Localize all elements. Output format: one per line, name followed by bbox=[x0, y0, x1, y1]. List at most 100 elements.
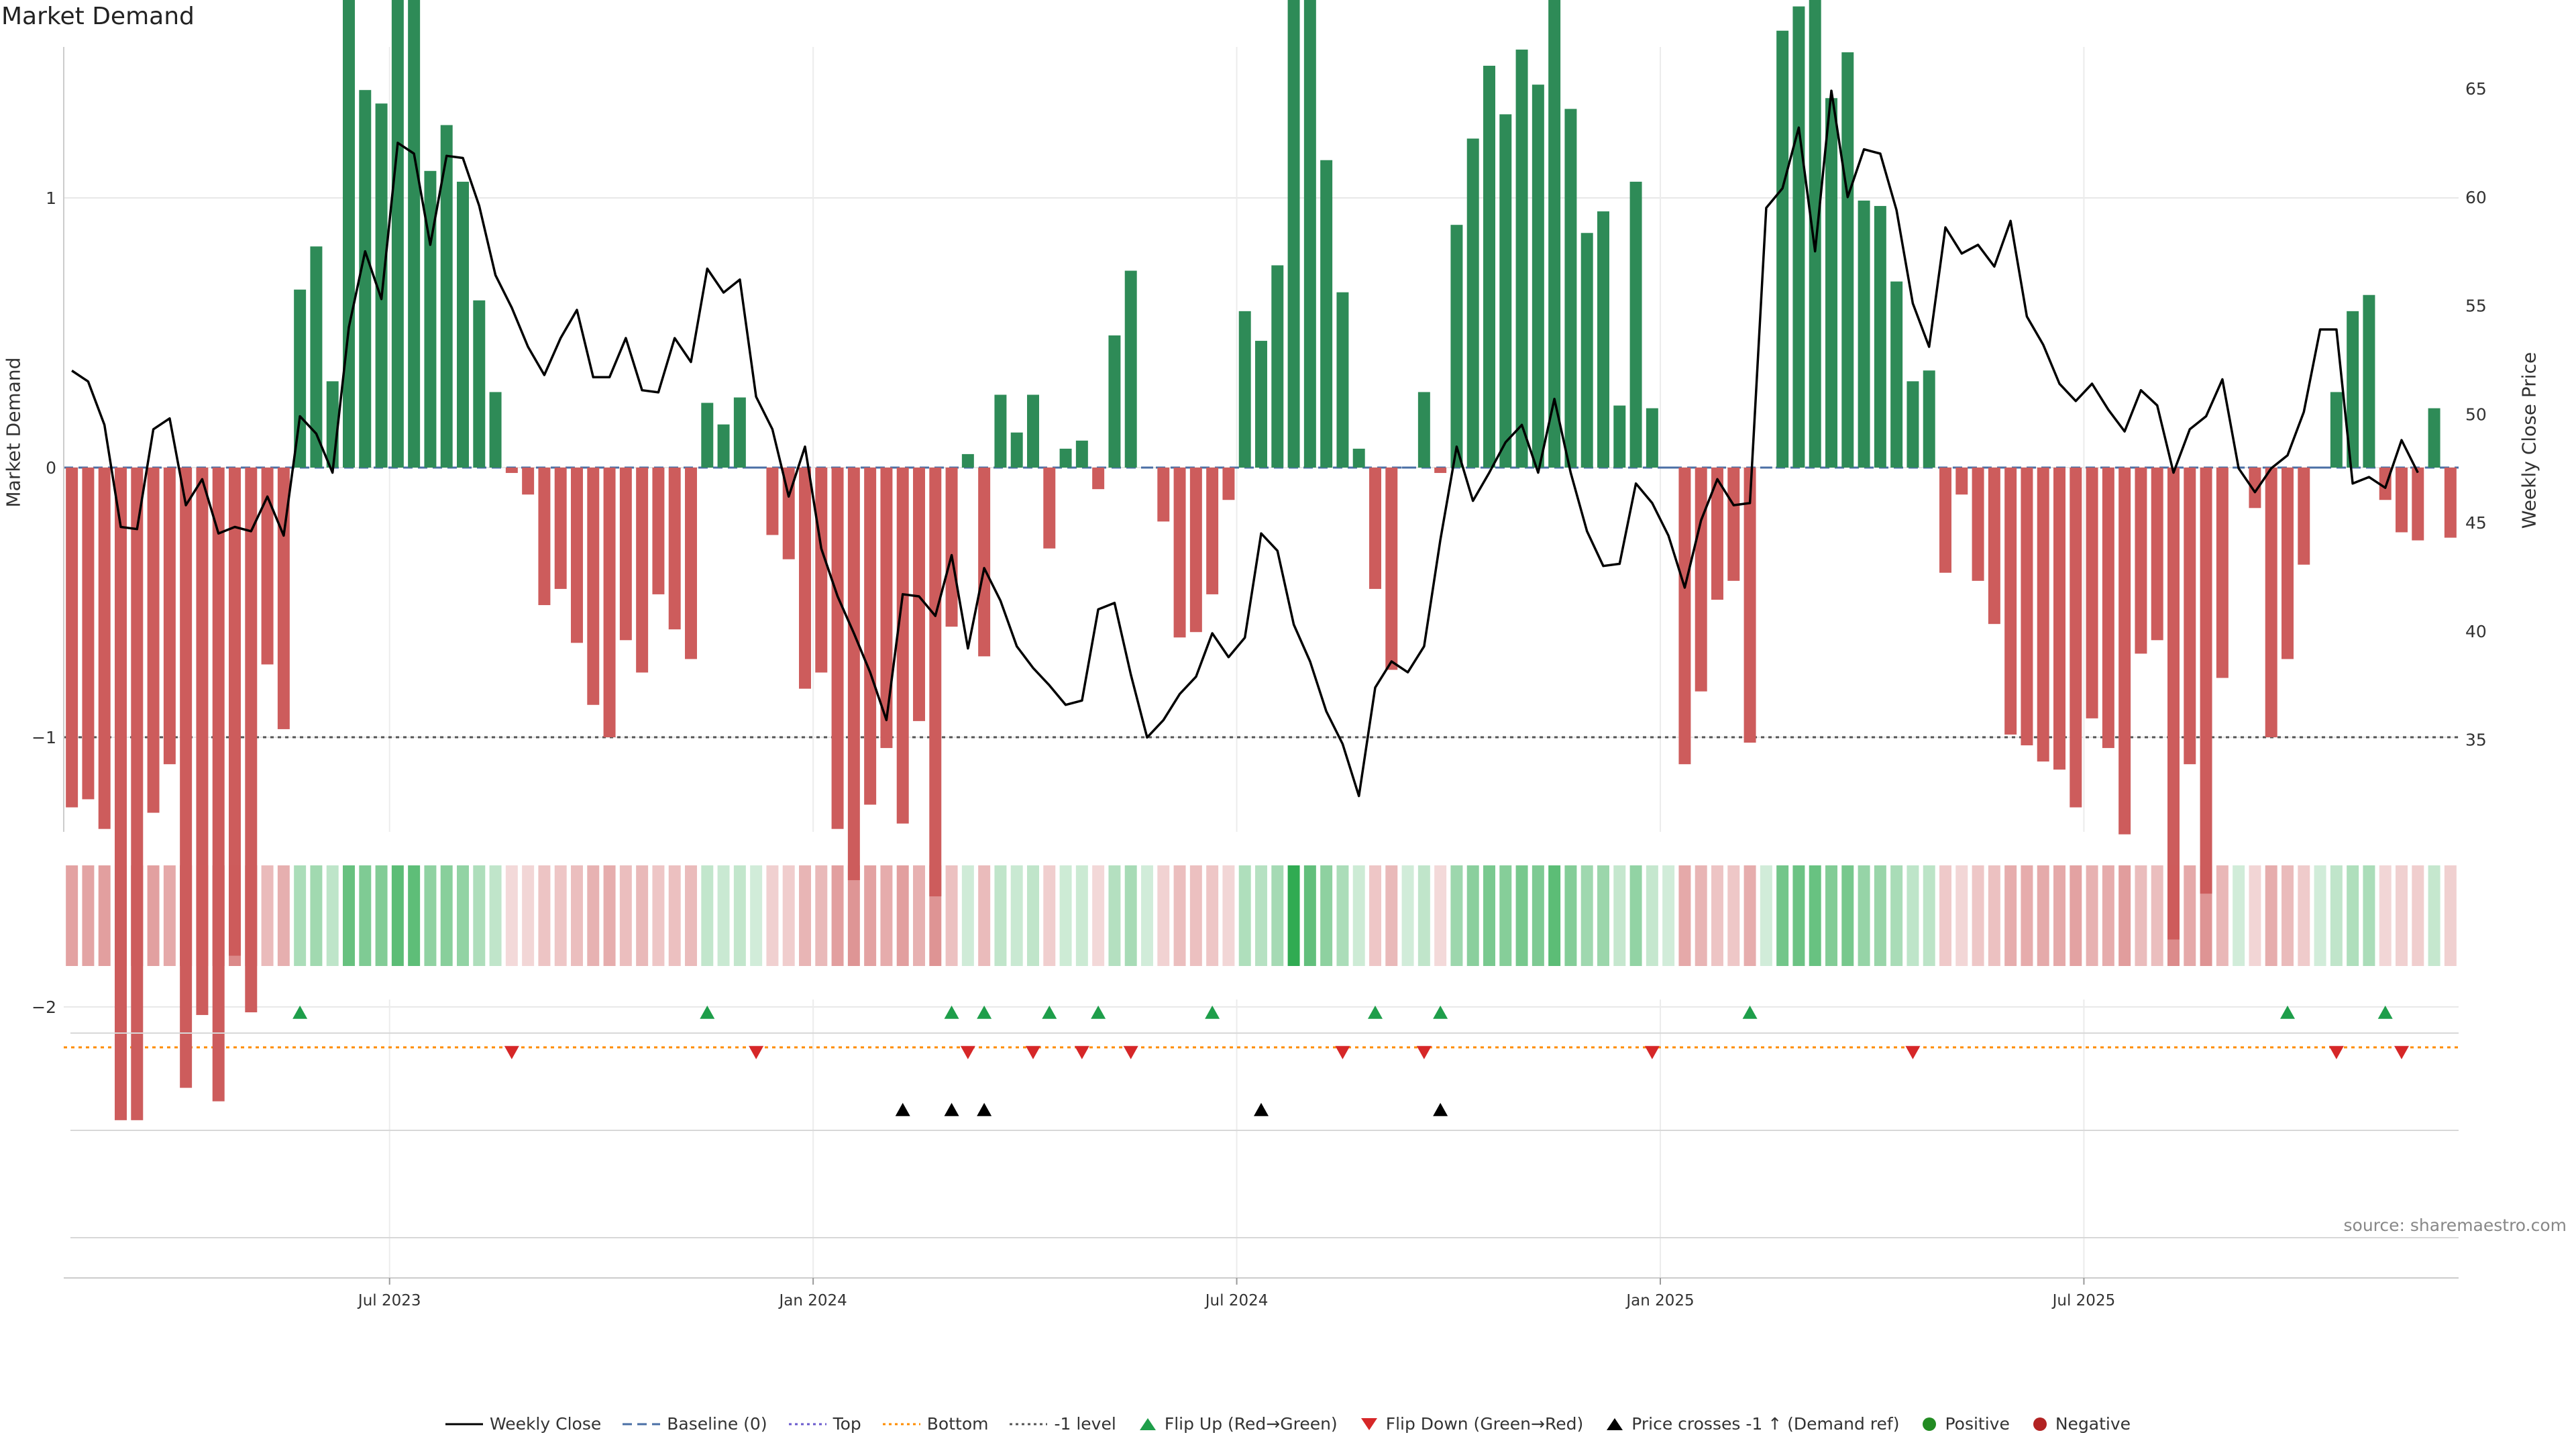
demand-bar bbox=[1222, 468, 1235, 500]
demand-bar bbox=[1385, 468, 1398, 670]
legend-price-cross: Price crosses -1 ↑ (Demand ref) bbox=[1605, 1414, 1899, 1434]
demand-bar bbox=[880, 468, 893, 749]
y-tick-label-left: 1 bbox=[46, 189, 56, 208]
demand-bar bbox=[2151, 468, 2163, 641]
heat-cell bbox=[408, 865, 421, 966]
demand-bar bbox=[636, 468, 649, 673]
heat-cell bbox=[1613, 865, 1626, 966]
heat-cell bbox=[587, 865, 600, 966]
y-axis-label-left: Market Demand bbox=[2, 357, 25, 508]
demand-bar bbox=[1841, 52, 1854, 468]
heat-cell bbox=[1141, 865, 1153, 966]
demand-bar bbox=[896, 468, 909, 824]
x-tick-label: Jul 2023 bbox=[357, 1292, 421, 1309]
heat-cell bbox=[782, 865, 795, 966]
heat-cell bbox=[2167, 865, 2180, 966]
price-cross-marker bbox=[1433, 1103, 1448, 1116]
heat-cell bbox=[1776, 865, 1789, 966]
heat-cell bbox=[1417, 865, 1430, 966]
demand-bar bbox=[1988, 468, 2000, 625]
demand-bar bbox=[1450, 225, 1463, 468]
demand-bar bbox=[945, 468, 958, 627]
heat-cell bbox=[2200, 865, 2212, 966]
heat-cell bbox=[245, 865, 258, 966]
demand-bar bbox=[1972, 468, 1984, 581]
heat-cell bbox=[538, 865, 551, 966]
demand-bar bbox=[1369, 468, 1381, 589]
heat-cell bbox=[619, 865, 632, 966]
heat-cell bbox=[424, 865, 437, 966]
legend-label: Negative bbox=[2055, 1414, 2131, 1434]
legend-baseline: Baseline (0) bbox=[623, 1414, 767, 1434]
legend-label: Weekly Close bbox=[489, 1414, 602, 1434]
demand-bar bbox=[978, 468, 991, 657]
heat-cell bbox=[1629, 865, 1642, 966]
demand-bar bbox=[1043, 468, 1056, 549]
heat-cell bbox=[1303, 865, 1316, 966]
demand-bar bbox=[668, 468, 681, 630]
heat-cell bbox=[636, 865, 649, 966]
heat-cell bbox=[522, 865, 535, 966]
heat-cell bbox=[831, 865, 844, 966]
demand-bar bbox=[2037, 468, 2049, 762]
heat-cell bbox=[131, 865, 144, 966]
heat-cell bbox=[1352, 865, 1365, 966]
heat-cell bbox=[82, 865, 95, 966]
price-cross-marker bbox=[1254, 1103, 1269, 1116]
demand-bar bbox=[2021, 468, 2033, 746]
heat-cell bbox=[2379, 865, 2392, 966]
price-cross-marker bbox=[944, 1103, 959, 1116]
demand-bar bbox=[310, 246, 323, 468]
heat-cell bbox=[1173, 865, 1186, 966]
heat-cell bbox=[554, 865, 567, 966]
demand-bar bbox=[831, 468, 844, 829]
heat-cell bbox=[1124, 865, 1137, 966]
demand-bar bbox=[2282, 468, 2294, 659]
y-tick-label-right: 50 bbox=[2465, 405, 2487, 424]
flip-up-marker bbox=[1205, 1006, 1220, 1019]
legend-label: Baseline (0) bbox=[667, 1414, 767, 1434]
demand-bar bbox=[701, 402, 714, 468]
heat-cell bbox=[343, 865, 355, 966]
y-tick-label-left: −1 bbox=[32, 728, 56, 747]
demand-bar bbox=[391, 0, 404, 468]
demand-bar bbox=[1613, 405, 1626, 468]
demand-bar bbox=[1434, 468, 1447, 474]
demand-bar bbox=[1809, 0, 1821, 468]
legend-top: Top bbox=[788, 1414, 861, 1434]
demand-bar bbox=[603, 468, 616, 737]
heat-cell bbox=[359, 865, 372, 966]
y-tick-label-right: 65 bbox=[2465, 79, 2487, 99]
demand-bar bbox=[1466, 138, 1479, 468]
demand-bar bbox=[571, 468, 583, 643]
heat-cell bbox=[1434, 865, 1447, 966]
heat-cell bbox=[2037, 865, 2049, 966]
heat-cell bbox=[391, 865, 404, 966]
y-tick-label-right: 55 bbox=[2465, 297, 2487, 316]
price-cross-marker bbox=[895, 1103, 910, 1116]
heat-cell bbox=[1809, 865, 1821, 966]
demand-bar bbox=[457, 181, 469, 468]
heat-cell bbox=[2412, 865, 2424, 966]
demand-bar bbox=[505, 468, 518, 474]
demand-bar bbox=[2347, 311, 2359, 468]
heat-cell bbox=[945, 865, 958, 966]
demand-bar bbox=[440, 125, 453, 468]
demand-bar bbox=[2086, 468, 2098, 718]
flip-up-marker bbox=[292, 1006, 308, 1019]
y-axis-label-right: Weekly Close Price bbox=[2518, 352, 2540, 529]
flip-down-marker bbox=[1026, 1046, 1040, 1059]
demand-bar bbox=[375, 103, 388, 468]
x-tick-label: Jul 2024 bbox=[1204, 1292, 1269, 1309]
demand-bar bbox=[1923, 370, 1935, 468]
heat-cell bbox=[1890, 865, 1903, 966]
heat-cell bbox=[1727, 865, 1740, 966]
heat-cell bbox=[1907, 865, 1919, 966]
demand-bar bbox=[1417, 392, 1430, 468]
heat-cell bbox=[1825, 865, 1837, 966]
demand-bar bbox=[1858, 201, 1870, 468]
demand-bar bbox=[799, 468, 811, 689]
heat-cell bbox=[978, 865, 991, 966]
legend-negative: Negative bbox=[2031, 1414, 2131, 1434]
heat-cell bbox=[652, 865, 665, 966]
